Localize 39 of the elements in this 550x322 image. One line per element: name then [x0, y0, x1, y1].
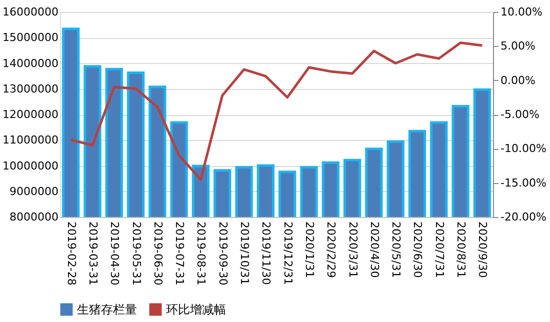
y-tick-label: 12000000	[2, 108, 58, 121]
x-tick-label: 2019/12/31	[281, 222, 294, 285]
y-tick-label: 8000000	[10, 210, 58, 224]
x-tick-label: 2020/1/31	[302, 222, 316, 278]
y-tick-label: 9000000	[10, 184, 58, 198]
x-tick-label: 2019-04-30	[108, 222, 122, 286]
x-tick-label: 2019-02-28	[64, 222, 78, 286]
y2-tick-label: 10.00%	[500, 6, 542, 18]
y-tick-label: 16000000	[2, 6, 58, 18]
x-tick-label: 2019-03-31	[86, 222, 100, 286]
x-tick-label: 2020/2/29	[324, 222, 338, 278]
x-tick-label: 2019-06-30	[151, 222, 164, 286]
x-tick-label: 2019-09-30	[216, 222, 230, 286]
y-tick-label: 13000000	[2, 82, 58, 96]
y-tick-label: 14000000	[2, 56, 58, 70]
x-tick-label: 2020/6/30	[411, 222, 424, 278]
y2-tick-label: -20.00%	[500, 210, 546, 224]
y-tick-label: 10000000	[2, 159, 58, 172]
y2-tick-label: 5.00%	[500, 40, 536, 53]
x-tick-label: 2020/8/31	[454, 222, 468, 278]
x-tick-label: 2020/5/31	[390, 222, 403, 278]
x-tick-label: 2019-05-31	[130, 222, 143, 286]
y2-tick-label: -10.00%	[500, 142, 546, 156]
y2-tick-label: -5.00%	[500, 108, 540, 121]
y-tick-label: 15000000	[2, 31, 58, 44]
legend-label: 环比增减幅	[166, 302, 226, 317]
x-tick-label: 2019/10/31	[238, 222, 252, 285]
x-tick-label: 2020/9/30	[476, 222, 490, 278]
y2-tick-label: 0.00%	[500, 74, 536, 87]
y2-tick-label: -15.00%	[500, 176, 546, 190]
x-tick-label: 2020/3/31	[346, 222, 360, 278]
x-tick-label: 2019/11/30	[260, 222, 273, 285]
y-tick-label: 11000000	[2, 134, 58, 147]
x-tick-label: 2020/4/30	[368, 222, 381, 278]
x-tick-label: 2019-08-31	[194, 222, 208, 286]
x-tick-label: 2019-07-31	[173, 222, 186, 286]
legend-label: 生猪存栏量	[77, 302, 137, 317]
line-series	[70, 42, 484, 181]
x-tick-label: 2020/7/31	[432, 222, 446, 278]
